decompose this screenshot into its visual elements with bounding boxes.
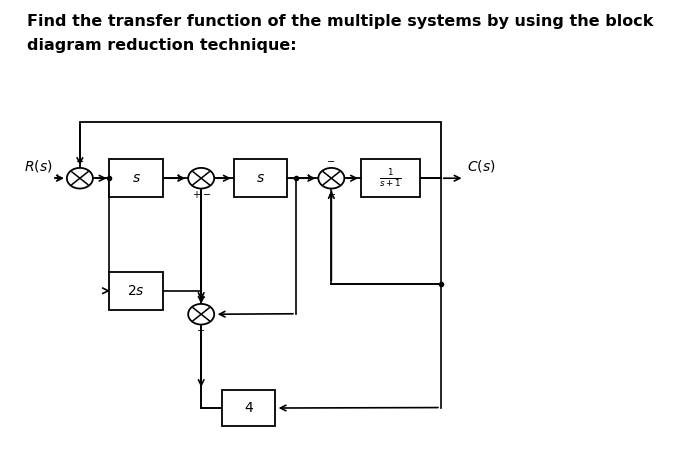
Text: Find the transfer function of the multiple systems by using the block: Find the transfer function of the multip… — [27, 14, 653, 29]
Text: $s$: $s$ — [256, 171, 265, 185]
Text: $R(s)$: $R(s)$ — [24, 159, 52, 174]
Text: $s$: $s$ — [132, 171, 141, 185]
Circle shape — [318, 168, 344, 189]
Bar — [80, 122, 441, 178]
Text: $\frac{1}{s+1}$: $\frac{1}{s+1}$ — [379, 167, 402, 189]
Bar — [109, 272, 162, 310]
Circle shape — [188, 168, 214, 189]
Text: $4$: $4$ — [244, 401, 253, 415]
Circle shape — [188, 304, 214, 325]
Bar — [361, 159, 420, 197]
Text: diagram reduction technique:: diagram reduction technique: — [27, 38, 296, 53]
Text: $2s$: $2s$ — [127, 284, 145, 298]
Text: +: + — [193, 189, 200, 200]
Text: −: − — [203, 189, 211, 200]
Text: +: + — [52, 173, 62, 183]
Text: +: + — [174, 173, 183, 183]
Text: $C(s)$: $C(s)$ — [468, 159, 496, 174]
Text: −: − — [328, 157, 335, 167]
Text: +: + — [304, 173, 314, 183]
Bar — [109, 159, 162, 197]
Circle shape — [67, 168, 93, 189]
Text: −: − — [76, 157, 84, 167]
Text: +: + — [197, 293, 205, 303]
Bar — [222, 390, 275, 426]
Text: −: − — [197, 325, 205, 336]
Bar — [234, 159, 287, 197]
Text: +: + — [328, 189, 335, 200]
